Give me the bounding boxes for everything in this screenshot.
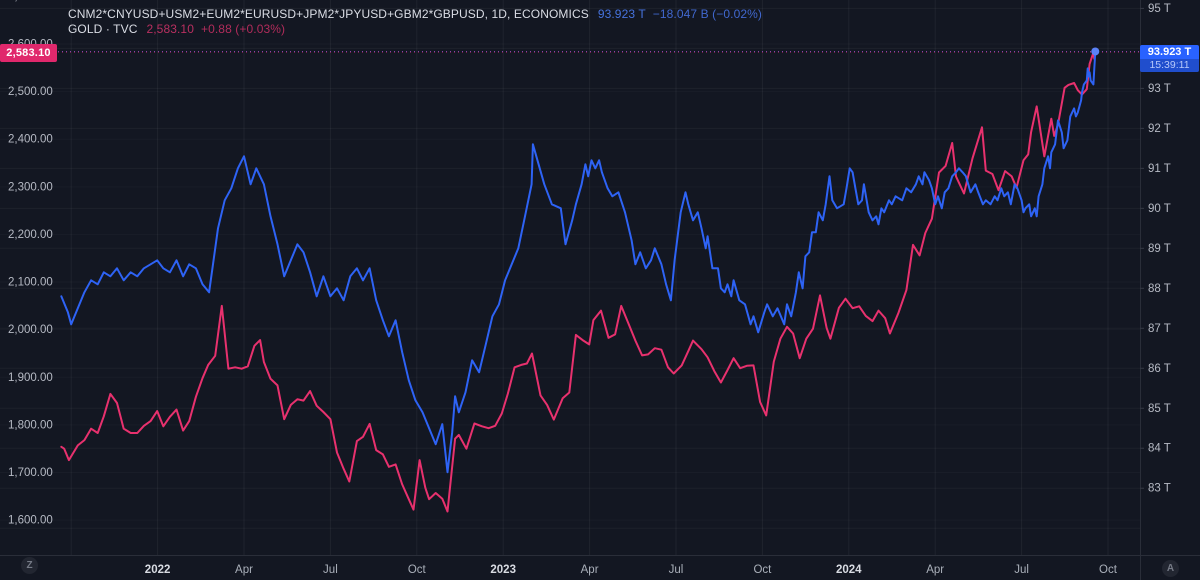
right-axis-tick-label: 88 T (1148, 283, 1171, 295)
time-axis-label-oct: Oct (408, 564, 427, 576)
time-axis-label-jul: Jul (1014, 564, 1029, 576)
right-axis-tick-label: 85 T (1148, 403, 1171, 415)
time-axis-label-2022: 2022 (145, 564, 171, 576)
bar-countdown-timer: 15:39:11 (1140, 59, 1199, 72)
series-end-dot (1091, 47, 1100, 56)
right-axis-tick-label: 83 T (1148, 483, 1171, 495)
left-axis-tick-label: 2,300.00 (8, 181, 53, 193)
right-axis-tick-label: 90 T (1148, 203, 1171, 215)
legend-row-m2[interactable]: CNM2*CNYUSD+USM2+EUM2*EURUSD+JPM2*JPYUSD… (68, 7, 762, 22)
time-axis-label-jul: Jul (669, 564, 684, 576)
chart-pane[interactable] (58, 0, 1140, 555)
m2-change: −18.047 B (−0.02%) (652, 7, 762, 21)
m2-last-price-value: 93.923 T (1147, 46, 1192, 58)
left-axis-tick-label: 2,700.00 (8, 0, 53, 3)
left-axis-tick-label: 1,700.00 (8, 467, 53, 479)
time-scale[interactable] (0, 555, 1200, 580)
right-axis-tick-label: 93 T (1148, 83, 1171, 95)
right-axis-tick-label: 86 T (1148, 363, 1171, 375)
gold-series-line (60, 51, 1097, 513)
zoom-keyboard-hint-button[interactable]: Z (21, 557, 38, 574)
right-price-scale[interactable] (1140, 0, 1200, 555)
m2-series-line (60, 50, 1097, 474)
left-axis-tick-label: 2,400.00 (8, 134, 53, 146)
legend-row-gold[interactable]: GOLD · TVC 2,583.10 +0.88 (+0.03%) (68, 22, 762, 37)
time-axis-label-apr: Apr (926, 564, 944, 576)
autoscale-button[interactable]: A (1162, 560, 1179, 577)
gold-last-value: 2,583.10 (146, 22, 194, 36)
gold-symbol-title: GOLD · TVC (68, 22, 138, 36)
left-axis-tick-label: 1,600.00 (8, 515, 53, 527)
right-axis-tick-label: 87 T (1148, 323, 1171, 335)
right-axis-tick-label: 95 T (1148, 3, 1171, 15)
left-axis-tick-label: 2,200.00 (8, 229, 53, 241)
time-axis-label-2023: 2023 (490, 564, 516, 576)
left-axis-tick-label: 1,900.00 (8, 372, 53, 384)
left-price-scale[interactable] (0, 0, 58, 555)
legend: CNM2*CNYUSD+USM2+EUM2*EURUSD+JPM2*JPYUSD… (68, 7, 762, 37)
left-axis-tick-label: 1,800.00 (8, 419, 53, 431)
right-axis-tick-label: 92 T (1148, 123, 1171, 135)
time-axis-label-2024: 2024 (836, 564, 862, 576)
right-axis-tick-label: 89 T (1148, 243, 1171, 255)
time-axis-label-oct: Oct (1099, 564, 1118, 576)
time-axis-label-apr: Apr (235, 564, 253, 576)
left-axis-tick-label: 2,000.00 (8, 324, 53, 336)
left-axis-tick-label: 2,500.00 (8, 86, 53, 98)
gold-last-price-label[interactable]: 2,583.10 (0, 44, 57, 62)
m2-last-value: 93.923 T (597, 7, 646, 21)
right-axis-tick-label: 91 T (1148, 163, 1171, 175)
m2-symbol-title: CNM2*CNYUSD+USM2+EUM2*EURUSD+JPM2*JPYUSD… (68, 7, 589, 21)
time-axis-label-oct: Oct (753, 564, 772, 576)
right-axis-tick-label: 84 T (1148, 443, 1171, 455)
time-axis-label-jul: Jul (323, 564, 338, 576)
m2-last-price-label[interactable]: 93.923 T 15:39:11 (1140, 45, 1199, 72)
gold-change: +0.88 (+0.03%) (200, 22, 286, 36)
time-axis-label-apr: Apr (581, 564, 599, 576)
left-axis-tick-label: 2,100.00 (8, 277, 53, 289)
